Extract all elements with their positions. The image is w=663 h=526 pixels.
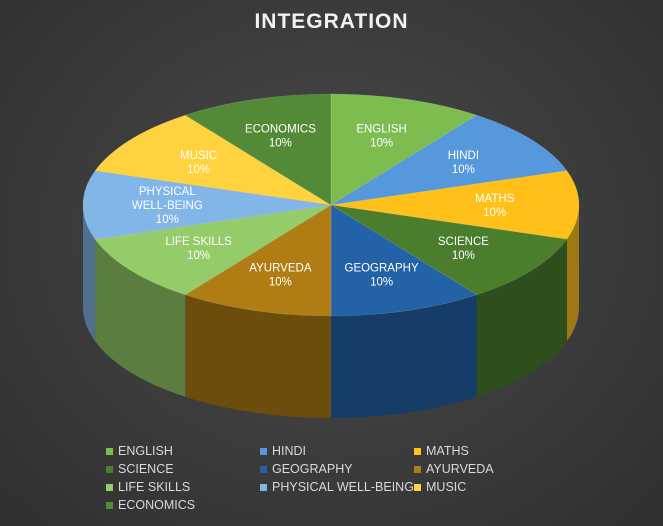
legend-item-science: SCIENCE bbox=[106, 462, 260, 476]
pie-sides bbox=[83, 205, 579, 418]
slice-value-geography: 10% bbox=[370, 277, 393, 289]
slice-label-english: ENGLISH 10% bbox=[356, 123, 407, 149]
legend-label-physical-well-being: PHYSICAL WELL-BEING bbox=[272, 480, 414, 494]
slice-value-hindi: 10% bbox=[452, 164, 475, 176]
legend-label-hindi: HINDI bbox=[272, 444, 307, 458]
legend-swatch-maths bbox=[414, 447, 421, 455]
slice-side-life-skills bbox=[95, 239, 186, 397]
legend-swatch-music bbox=[414, 483, 421, 491]
slice-value-music: 10% bbox=[187, 164, 210, 176]
slice-value-science: 10% bbox=[452, 250, 475, 262]
slice-maths bbox=[330, 170, 580, 240]
slice-value-life-skills: 10% bbox=[187, 250, 210, 262]
slice-value-physical-well-being: 10% bbox=[156, 214, 179, 226]
legend-item-music: MUSIC bbox=[414, 480, 534, 494]
legend-swatch-life-skills bbox=[106, 483, 113, 491]
legend: ENGLISH HINDI MATHS SCIENCE GEOGRAPHY AYURVED… bbox=[106, 444, 626, 512]
legend-label-english: ENGLISH bbox=[118, 444, 173, 458]
slice-music bbox=[94, 114, 332, 206]
legend-swatch-english bbox=[106, 447, 113, 455]
slice-english bbox=[330, 93, 478, 206]
legend-swatch-science bbox=[106, 465, 113, 473]
legend-swatch-geography bbox=[260, 465, 267, 473]
legend-label-ayurveda: AYURVEDA bbox=[426, 462, 494, 476]
legend-item-maths: MATHS bbox=[414, 444, 534, 458]
legend-item-geography: GEOGRAPHY bbox=[260, 462, 414, 476]
slice-hindi bbox=[330, 114, 568, 206]
slice-science bbox=[330, 204, 568, 296]
legend-label-music: MUSIC bbox=[426, 480, 467, 494]
slice-label-science: SCIENCE 10% bbox=[438, 236, 489, 262]
slice-label-physical-well-being: PHYSICAL WELL-BEING 10% bbox=[132, 186, 203, 226]
slice-labels: ENGLISH 10% HINDI 10% MATHS 10% SCIENCE 10% GEOG… bbox=[132, 123, 515, 288]
slice-label-life-skills: LIFE SKILLS 10% bbox=[165, 236, 232, 262]
slice-value-economics: 10% bbox=[269, 137, 292, 149]
legend-label-geography: GEOGRAPHY bbox=[272, 462, 353, 476]
legend-swatch-ayurveda bbox=[414, 465, 421, 473]
slice-label-geography: GEOGRAPHY 10% bbox=[345, 263, 419, 289]
legend-item-hindi: HINDI bbox=[260, 444, 414, 458]
legend-swatch-physical-well-being bbox=[260, 483, 267, 491]
pie-chart: ENGLISH 10% HINDI 10% MATHS 10% SCIENCE 10% GEOG… bbox=[82, 93, 580, 418]
slice-life-skills bbox=[94, 204, 332, 296]
legend-item-physical-well-being: PHYSICAL WELL-BEING bbox=[260, 480, 414, 494]
chart-title: INTEGRATION bbox=[254, 10, 409, 33]
slice-side-geography bbox=[331, 294, 477, 418]
slice-side-science bbox=[476, 239, 567, 397]
legend-item-english: ENGLISH bbox=[106, 444, 260, 458]
slice-side-maths bbox=[566, 205, 579, 342]
legend-swatch-hindi bbox=[260, 447, 267, 455]
slice-value-maths: 10% bbox=[483, 207, 506, 219]
slice-physical-well-being bbox=[82, 170, 332, 240]
slice-side-ayurveda bbox=[185, 294, 331, 418]
slice-label-hindi: HINDI 10% bbox=[448, 150, 479, 176]
slice-economics bbox=[184, 93, 332, 206]
slice-label-music: MUSIC 10% bbox=[180, 150, 217, 176]
legend-item-ayurveda: AYURVEDA bbox=[414, 462, 534, 476]
legend-label-maths: MATHS bbox=[426, 444, 469, 458]
slice-label-economics: ECONOMICS 10% bbox=[245, 123, 316, 149]
legend-label-science: SCIENCE bbox=[118, 462, 174, 476]
legend-item-life-skills: LIFE SKILLS bbox=[106, 480, 260, 494]
slice-label-ayurveda: AYURVEDA 10% bbox=[249, 263, 312, 289]
slice-side-physical-well-being bbox=[83, 205, 96, 342]
slice-geography bbox=[330, 204, 478, 317]
legend-label-economics: ECONOMICS bbox=[118, 498, 196, 512]
legend-swatch-economics bbox=[106, 501, 113, 509]
slice-value-ayurveda: 10% bbox=[269, 277, 292, 289]
slice-label-maths: MATHS 10% bbox=[475, 193, 515, 219]
legend-label-life-skills: LIFE SKILLS bbox=[118, 480, 191, 494]
legend-item-economics: ECONOMICS bbox=[106, 498, 260, 512]
slice-value-english: 10% bbox=[370, 137, 393, 149]
slice-ayurveda bbox=[184, 204, 332, 317]
pie-slices bbox=[82, 93, 580, 317]
